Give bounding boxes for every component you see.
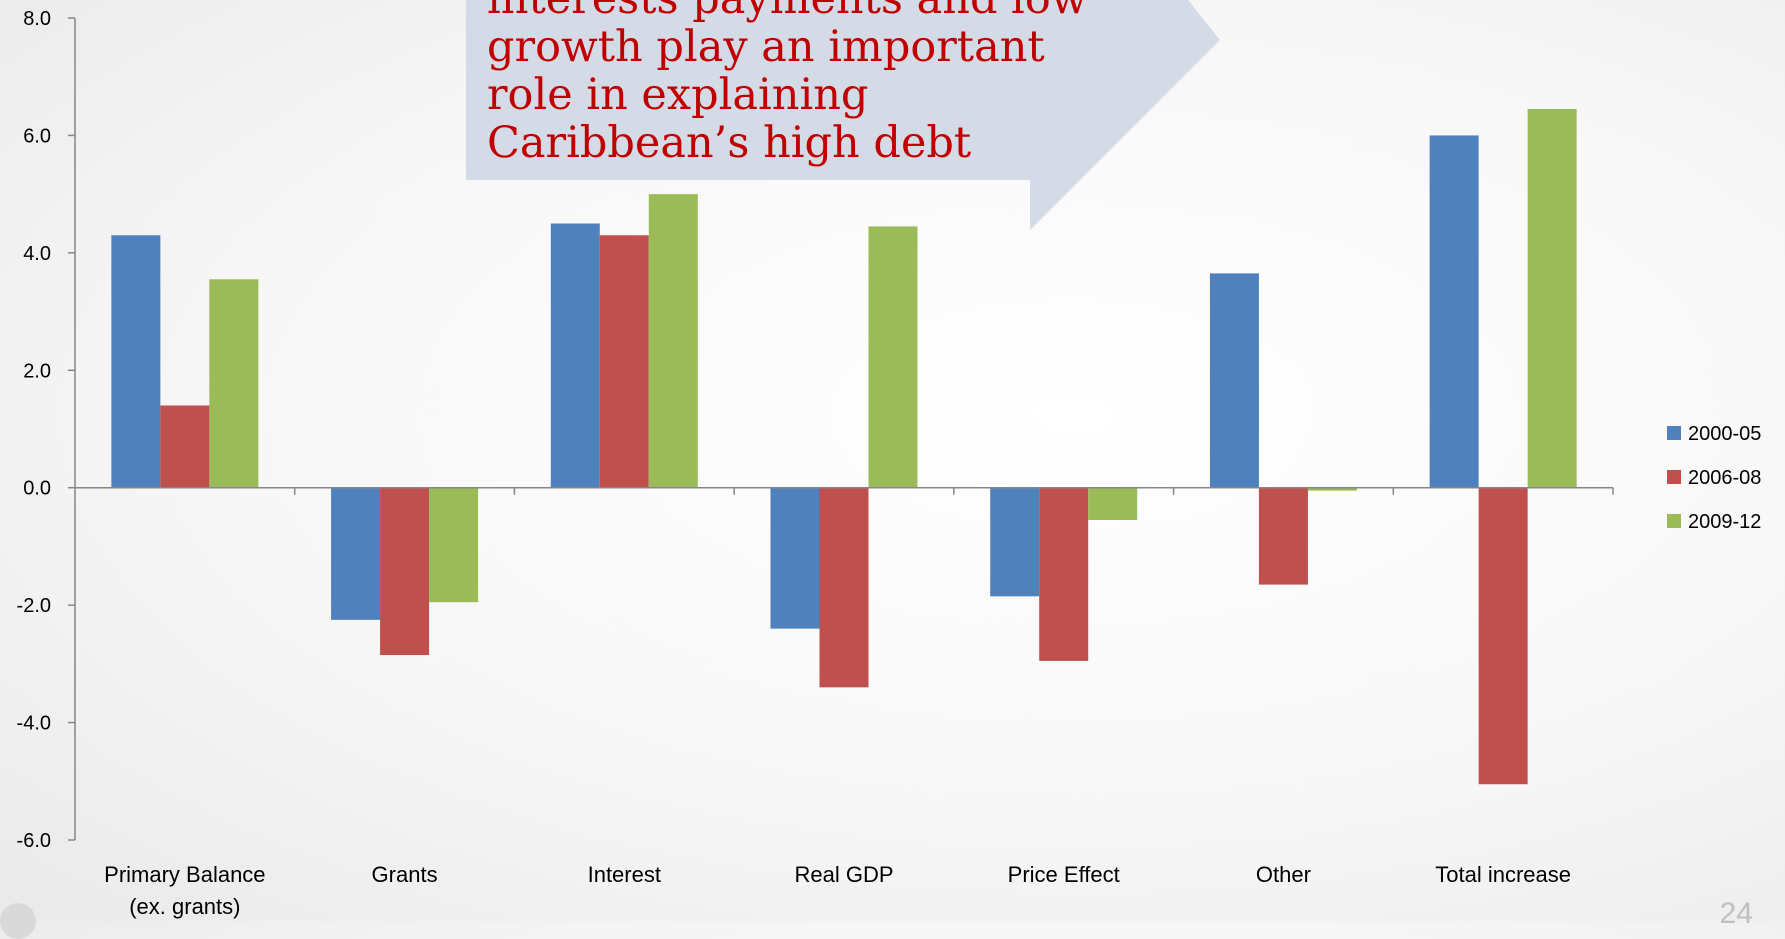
y-tick-label: 4.0 — [23, 243, 51, 265]
bar-2000-05-1 — [331, 487, 381, 620]
x-tick-label: Real GDP — [794, 862, 893, 887]
bar-2000-05-6 — [1429, 135, 1479, 488]
bar-2000-05-0 — [111, 235, 161, 488]
axes-group: -6.0 -4.0 -2.0 0.0 2.0 4.0 6.0 8.0 — [17, 8, 1614, 852]
legend-label: 2009-12 — [1688, 511, 1761, 533]
bar-2009-12-0 — [209, 279, 259, 488]
bar-2006-08-5 — [1258, 487, 1308, 585]
category-labels-group: Primary Balance (ex. grants) Grants Interes… — [104, 862, 1571, 919]
bar-2006-08-6 — [1478, 487, 1528, 785]
x-tick-label: (ex. grants) — [129, 894, 240, 919]
bar-2009-12-2 — [648, 194, 698, 488]
bar-2000-05-5 — [1209, 273, 1259, 488]
y-tick-label: -4.0 — [17, 713, 51, 735]
legend-swatch — [1667, 514, 1681, 528]
legend-label: 2000-05 — [1688, 423, 1761, 445]
y-tick-label: 0.0 — [23, 478, 51, 500]
bar-2000-05-3 — [770, 487, 820, 629]
callout-line: interests payments and low — [487, 0, 1088, 24]
callout-text: interests payments and lowgrowth play an… — [487, 0, 1088, 168]
legend-swatch — [1667, 426, 1681, 440]
bar-2006-08-0 — [160, 405, 210, 488]
bar-2009-12-1 — [429, 487, 479, 603]
callout-line: growth play an important — [487, 22, 1045, 72]
callout-line: Caribbean’s high debt — [487, 118, 971, 168]
y-tick-label: -6.0 — [17, 830, 51, 852]
x-tick-label: Primary Balance — [104, 862, 265, 887]
y-tick-label: 8.0 — [23, 8, 51, 30]
y-tick-label: -2.0 — [17, 595, 51, 617]
legend: 2000-05 2006-08 2009-12 — [1667, 423, 1761, 533]
legend-label: 2006-08 — [1688, 467, 1761, 489]
x-tick-label: Grants — [372, 862, 438, 887]
page-number: 24 — [1719, 897, 1753, 930]
bar-2009-12-6 — [1527, 109, 1577, 488]
x-tick-label: Interest — [588, 862, 661, 887]
bar-2006-08-3 — [819, 487, 869, 688]
bar-2006-08-2 — [599, 235, 649, 488]
y-tick-label: 2.0 — [23, 360, 51, 382]
y-tick-label: 6.0 — [23, 125, 51, 147]
bar-2009-12-5 — [1307, 487, 1357, 491]
bar-2006-08-1 — [380, 487, 430, 656]
bar-2009-12-3 — [868, 226, 918, 488]
x-tick-label: Price Effect — [1008, 862, 1120, 887]
callout-arrow-shape — [466, 0, 1220, 230]
bar-2000-05-2 — [550, 223, 600, 488]
bars-group — [111, 109, 1577, 785]
x-tick-label: Total increase — [1435, 862, 1571, 887]
bar-2000-05-4 — [990, 487, 1040, 597]
bar-2009-12-4 — [1088, 487, 1138, 521]
x-tick-label: Other — [1256, 862, 1311, 887]
bar-2006-08-4 — [1039, 487, 1089, 661]
legend-swatch — [1667, 470, 1681, 484]
callout-line: role in explaining — [487, 70, 868, 120]
decorative-circle — [0, 903, 36, 939]
callout-box: interests payments and lowgrowth play an… — [466, 0, 1220, 230]
